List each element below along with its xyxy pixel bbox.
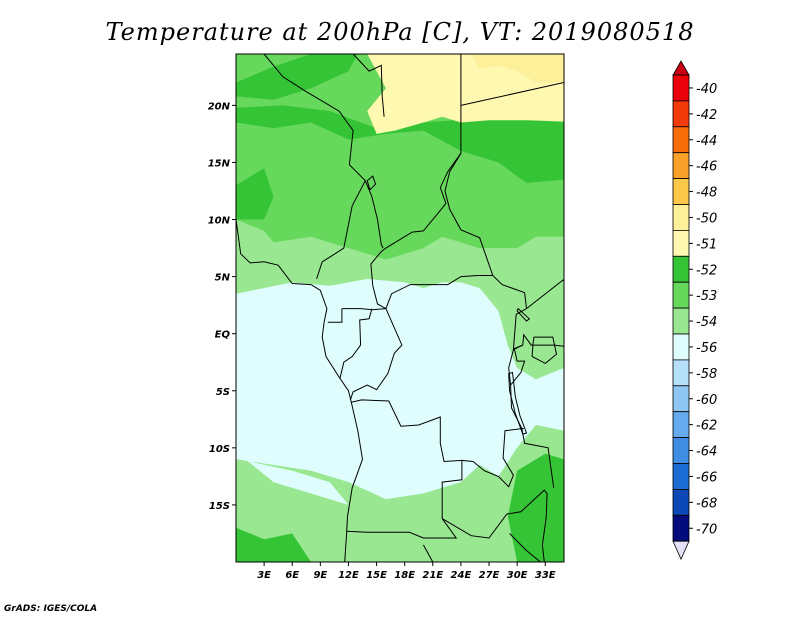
colorbar-swatch-0	[672, 74, 690, 102]
y-tick-label: 5S	[216, 387, 230, 398]
y-tick-label: 15N	[208, 158, 231, 169]
border-line-6	[371, 196, 384, 249]
y-tick-label: 10N	[208, 216, 231, 227]
border-line-5	[370, 153, 493, 310]
border-line-11	[349, 308, 403, 401]
colorbar-label: -54	[696, 315, 717, 330]
x-tick-label: 30E	[507, 570, 528, 581]
lake-outline-2	[516, 307, 531, 322]
colorbar-swatch-10	[672, 333, 690, 361]
temp-region-1	[236, 105, 564, 183]
colorbar: -40 -42 -44 -46 -48 -50 -51 -52 -53 -54 -56 -58 -60 -…	[672, 60, 717, 561]
colorbar-swatch-8	[672, 281, 690, 309]
colorbar-swatch-9	[672, 307, 690, 335]
border-line-2	[352, 54, 385, 117]
y-tick-label: EQ	[215, 330, 231, 341]
colorbar-label: -52	[696, 263, 717, 278]
colorbar-bottom-arrow	[672, 540, 690, 561]
x-tick-label: 12E	[338, 570, 359, 581]
temp-region-12	[245, 459, 349, 505]
country-borders	[236, 54, 564, 562]
colorbar-label: -66	[696, 470, 717, 485]
border-line-19	[422, 544, 434, 562]
temp-region-2	[236, 54, 358, 100]
colorbar-label: -64	[696, 445, 717, 460]
colorbar-swatch-16	[672, 488, 690, 516]
colorbar-swatch-4	[672, 178, 690, 205]
border-line-13	[441, 489, 548, 562]
border-line-0	[236, 219, 364, 562]
colorbar-swatch-7	[672, 255, 690, 283]
colorbar-label: -46	[696, 160, 717, 175]
lake-outline-0	[508, 371, 528, 435]
border-line-9	[327, 308, 343, 323]
colorbar-swatch-17	[672, 514, 690, 542]
colorbar-swatch-14	[672, 437, 690, 464]
temp-region-5	[236, 168, 274, 220]
colorbar-label: -56	[696, 341, 717, 356]
x-tick-label: 9E	[313, 570, 327, 581]
colorbar-label: -48	[696, 186, 717, 201]
colorbar-swatch-3	[672, 152, 690, 179]
border-line-4	[460, 82, 564, 106]
temp-region-3	[367, 54, 564, 134]
colorbar-label: -58	[696, 367, 717, 382]
border-line-14	[461, 427, 524, 488]
temp-region-10	[236, 527, 311, 562]
colorbar-label: -40	[696, 82, 717, 97]
y-tick-label: 5N	[215, 273, 231, 284]
temp-region-4	[470, 54, 564, 83]
axis-ticks: 3E 6E 9E 12E 15E 18E 21E 24E 27E 30E 33E 20N 15N 10N 5…	[208, 101, 556, 581]
colorbar-swatch-11	[672, 359, 690, 387]
plot-frame	[235, 53, 565, 563]
colorbar-label: -62	[696, 419, 717, 434]
grads-credit: GrADS: IGES/COLA	[4, 604, 98, 614]
colorbar-label: -42	[696, 108, 717, 123]
colorbar-label: -68	[696, 496, 717, 511]
colorbar-swatch-13	[672, 411, 690, 439]
border-line-10	[339, 308, 373, 379]
x-tick-label: 6E	[285, 570, 299, 581]
temp-region-6	[236, 219, 564, 380]
border-line-8	[341, 308, 386, 311]
colorbar-swatch-6	[672, 229, 690, 257]
x-tick-label: 15E	[366, 570, 387, 581]
x-tick-label: 3E	[257, 570, 271, 581]
border-line-1	[263, 54, 373, 197]
y-tick-label: 15S	[209, 501, 230, 512]
chart-title: Temperature at 200hPa [C], VT: 201908051…	[105, 18, 695, 46]
temp-region-7	[236, 425, 564, 562]
y-tick-label: 10S	[209, 444, 230, 455]
border-line-18	[510, 344, 526, 386]
x-tick-label: 24E	[451, 570, 472, 581]
colorbar-top-arrow	[672, 60, 690, 76]
x-tick-label: 27E	[479, 570, 500, 581]
colorbar-label: -60	[696, 393, 717, 408]
temp-region-8	[236, 278, 564, 500]
x-tick-label: 33E	[535, 570, 556, 581]
colorbar-swatch-1	[672, 100, 690, 128]
colorbar-swatch-2	[672, 126, 690, 154]
border-line-15	[509, 533, 541, 562]
colorbar-label: -51	[696, 237, 717, 252]
colorbar-label: -53	[696, 289, 717, 304]
temp-region-11	[507, 453, 564, 562]
colorbar-label: -70	[696, 522, 717, 537]
x-tick-label: 21E	[422, 570, 443, 581]
border-line-7	[316, 180, 366, 280]
colorbar-swatch-5	[672, 204, 690, 231]
y-tick-label: 20N	[208, 101, 231, 112]
colorbar-label: -44	[696, 134, 717, 149]
lake-outline-3	[366, 175, 377, 191]
colorbar-swatch-12	[672, 385, 690, 413]
colorbar-swatch-15	[672, 463, 690, 490]
lake-outline-1	[531, 336, 558, 364]
map-fills	[236, 54, 564, 562]
x-tick-label: 18E	[394, 570, 415, 581]
colorbar-label: -50	[696, 211, 717, 226]
